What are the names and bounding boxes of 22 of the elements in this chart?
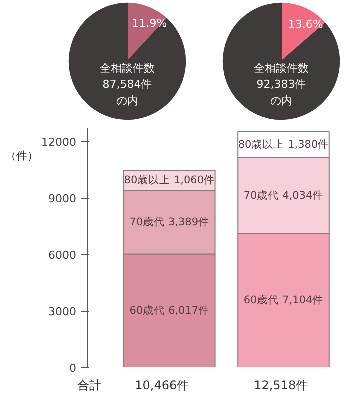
y-tick-label: 9000 (48, 192, 77, 206)
y-tick-label: 0 (70, 362, 76, 375)
text: 87,584件 (102, 78, 152, 92)
text: 80歳以上 1,380件 (238, 138, 330, 151)
data-label: 13.6% (288, 18, 324, 32)
total-label: 12,518件 (254, 378, 308, 392)
y-tick-label: 6000 (48, 249, 77, 262)
y-tick-label: 12000 (42, 136, 77, 150)
y-axis-title: （件） (6, 150, 38, 163)
text: の内 (116, 94, 138, 108)
text: 60歳代 7,104件 (244, 294, 324, 307)
total-label: 10,466件 (135, 378, 190, 392)
text: 60歳代 6,017件 (130, 304, 210, 317)
text: 全相談件数 (100, 62, 155, 75)
text: の内 (270, 94, 292, 108)
y-tick-label: 3000 (48, 306, 77, 319)
text: 合計 (78, 378, 102, 392)
text: 全相談件数 (254, 62, 309, 75)
text: 70歳代 4,034件 (244, 190, 324, 202)
text: 70歳代 3,389件 (130, 216, 210, 228)
text: 80歳以上 1,060件 (124, 174, 216, 187)
text: 92,383件 (256, 78, 306, 92)
